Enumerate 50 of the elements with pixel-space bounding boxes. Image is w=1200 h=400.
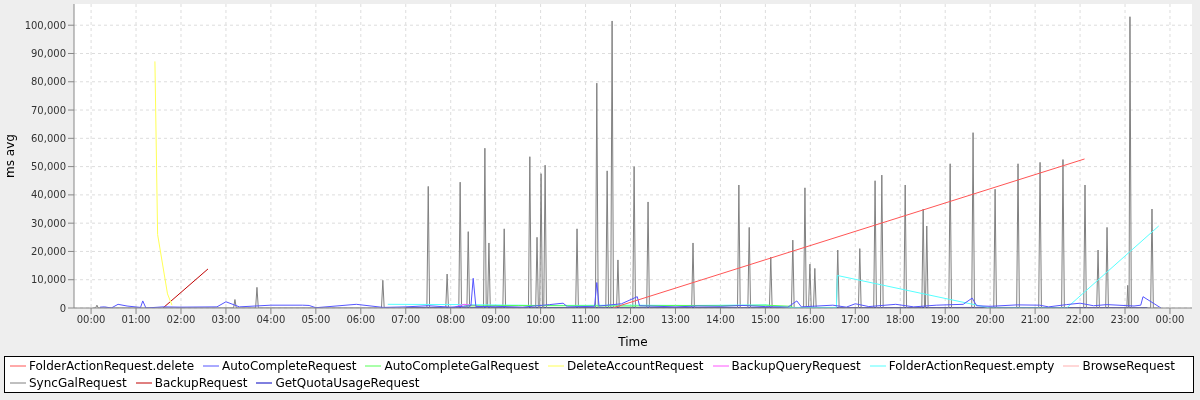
x-tick-label: 20:00 [975, 314, 1005, 326]
legend-label: DeleteAccountRequest [566, 359, 704, 373]
x-tick-label: 21:00 [1020, 314, 1050, 326]
x-axis-title: Time [617, 335, 648, 349]
legend-label: BackupRequest [154, 376, 248, 390]
y-tick-label: 10,000 [31, 274, 66, 286]
x-tick-label: 00:00 [76, 314, 106, 326]
x-tick-label: 09:00 [481, 314, 511, 326]
y-tick-label: 70,000 [31, 104, 66, 116]
x-tick-label: 11:00 [571, 314, 600, 326]
y-axis-title: ms avg [3, 134, 18, 178]
y-tick-label: 100,000 [24, 19, 66, 31]
y-tick-label: 0 [59, 302, 66, 314]
x-tick-label: 22:00 [1065, 314, 1095, 326]
x-tick-label: 12:00 [616, 314, 645, 326]
legend-label: BrowseRequest [1082, 359, 1175, 373]
y-tick-label: 30,000 [31, 217, 66, 229]
x-tick-label: 14:00 [706, 314, 735, 326]
legend-label: GetQuotaUsageRequest [275, 376, 420, 390]
y-tick-label: 20,000 [31, 245, 66, 257]
legend-label: FolderActionRequest.empty [888, 359, 1055, 373]
x-tick-label: 02:00 [166, 314, 196, 326]
x-tick-label: 04:00 [256, 314, 286, 326]
legend-label: BackupQueryRequest [731, 359, 861, 373]
legend-label: FolderActionRequest.delete [29, 359, 195, 373]
y-tick-label: 90,000 [31, 48, 66, 60]
x-tick-label: 01:00 [121, 314, 151, 326]
x-tick-label: 06:00 [346, 314, 376, 326]
line-series [154, 60, 173, 306]
line-series [99, 277, 1162, 308]
x-tick-label: 13:00 [661, 314, 690, 326]
x-tick-label: 10:00 [526, 314, 556, 326]
y-tick-label: 80,000 [31, 76, 66, 88]
y-tick-label: 40,000 [31, 189, 66, 201]
x-tick-label: 03:00 [211, 314, 241, 326]
x-tick-label: 16:00 [795, 314, 825, 326]
y-tick-label: 60,000 [31, 132, 66, 144]
x-tick-label: 18:00 [885, 314, 915, 326]
x-tick-label: 23:00 [1110, 314, 1140, 326]
x-tick-label: 19:00 [930, 314, 960, 326]
x-tick-label: 05:00 [301, 314, 331, 326]
x-tick-label: 00:00 [1155, 314, 1185, 326]
x-tick-label: 15:00 [750, 314, 780, 326]
legend-label: AutoCompleteGalRequest [384, 359, 539, 373]
x-tick-label: 17:00 [840, 314, 870, 326]
legend-label: SyncGalRequest [29, 376, 127, 390]
legend-label: AutoCompleteRequest [222, 359, 357, 373]
x-tick-label: 08:00 [436, 314, 466, 326]
y-tick-label: 50,000 [31, 161, 66, 173]
x-tick-label: 07:00 [391, 314, 421, 326]
